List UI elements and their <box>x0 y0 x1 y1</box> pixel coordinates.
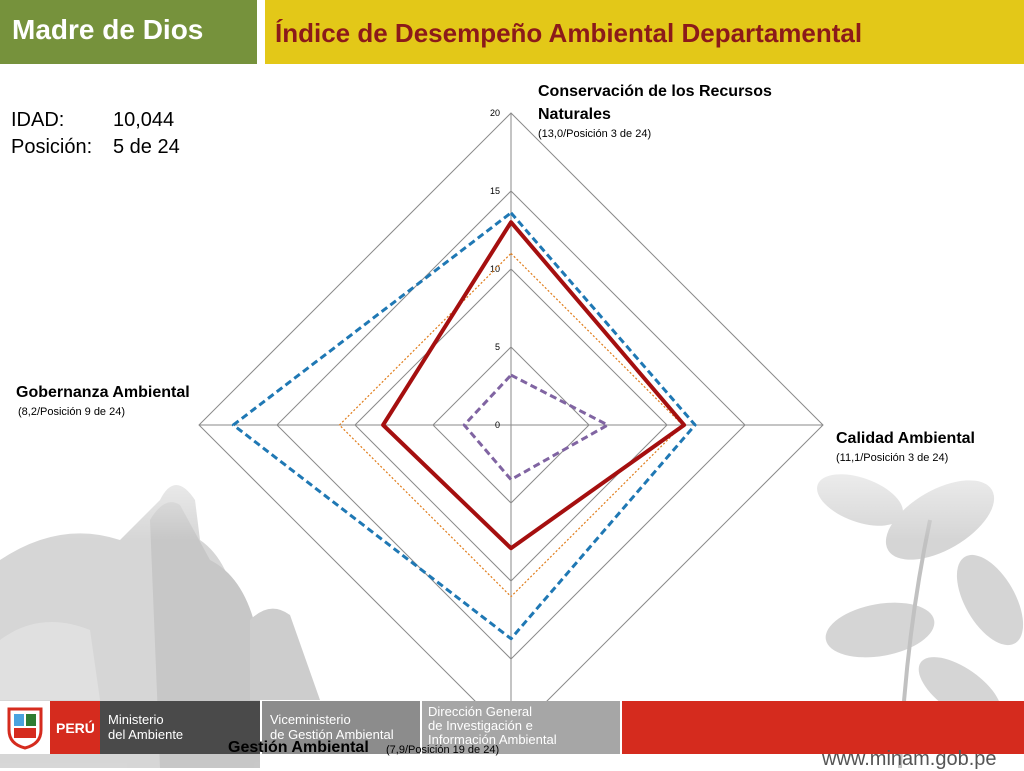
direction-line2: de Investigación e <box>428 718 533 733</box>
axis-top-title-line2: Naturales <box>538 106 611 123</box>
vice-line2: de Gestión Ambiental <box>270 727 394 742</box>
series-0-line <box>381 220 687 551</box>
index-title: Índice de Desempeño Ambiental Departamen… <box>275 18 863 48</box>
direction-line3: Información Ambiental <box>428 732 557 747</box>
series-1-line <box>231 211 697 641</box>
axis-bottom-sub: (7,9/Posición 19 de 24) <box>386 744 500 756</box>
direction-line1: Dirección General <box>428 704 533 719</box>
footer-logo-area: PERÚ Ministerio del Ambiente <box>0 701 260 754</box>
index-header: Índice de Desempeño Ambiental Departamen… <box>265 0 1024 64</box>
series-2-line <box>338 252 684 598</box>
region-title: Madre de Dios <box>12 14 204 45</box>
tick-label-15: 15 <box>490 186 500 196</box>
axis-right-sub: (11,1/Posición 3 de 24) <box>836 452 949 464</box>
axis-right-title: Calidad Ambiental <box>836 430 975 447</box>
series-3-line <box>462 373 610 482</box>
ministry-block: Ministerio del Ambiente <box>100 701 260 754</box>
tick-label-0: 0 <box>495 420 500 430</box>
vice-block: Viceministerio de Gestión Ambiental <box>262 701 420 754</box>
peru-shield-icon <box>7 707 43 750</box>
axis-top-sub: (13,0/Posición 3 de 24) <box>538 128 652 140</box>
peru-label: PERÚ <box>56 720 95 736</box>
tick-label-20: 20 <box>490 108 500 118</box>
position-label: Posición: <box>11 136 93 158</box>
axis-top-title-line1: Conservación de los Recursos <box>538 83 772 100</box>
direction-block: Dirección General de Investigación e Inf… <box>422 701 620 754</box>
axis-left-sub: (8,2/Posición 9 de 24) <box>18 406 126 418</box>
vice-line1: Viceministerio <box>270 712 351 727</box>
website-link[interactable]: www.minam.gob.pe <box>822 748 997 770</box>
footer-red-band <box>622 701 1024 754</box>
region-header: Madre de Dios <box>0 0 259 64</box>
radar-series <box>231 211 697 641</box>
axis-bottom-title: Gestión Ambiental <box>228 739 369 756</box>
tick-label-5: 5 <box>495 342 500 352</box>
radar-grid <box>198 112 824 738</box>
ministry-line2: del Ambiente <box>108 727 184 742</box>
position-value: 5 de 24 <box>113 136 180 158</box>
idad-value: 10,044 <box>113 109 175 131</box>
peru-block: PERÚ <box>50 701 100 754</box>
axis-left-title: Gobernanza Ambiental <box>16 384 190 401</box>
ministry-line1: Ministerio <box>108 712 164 727</box>
idad-label: IDAD: <box>11 109 65 131</box>
